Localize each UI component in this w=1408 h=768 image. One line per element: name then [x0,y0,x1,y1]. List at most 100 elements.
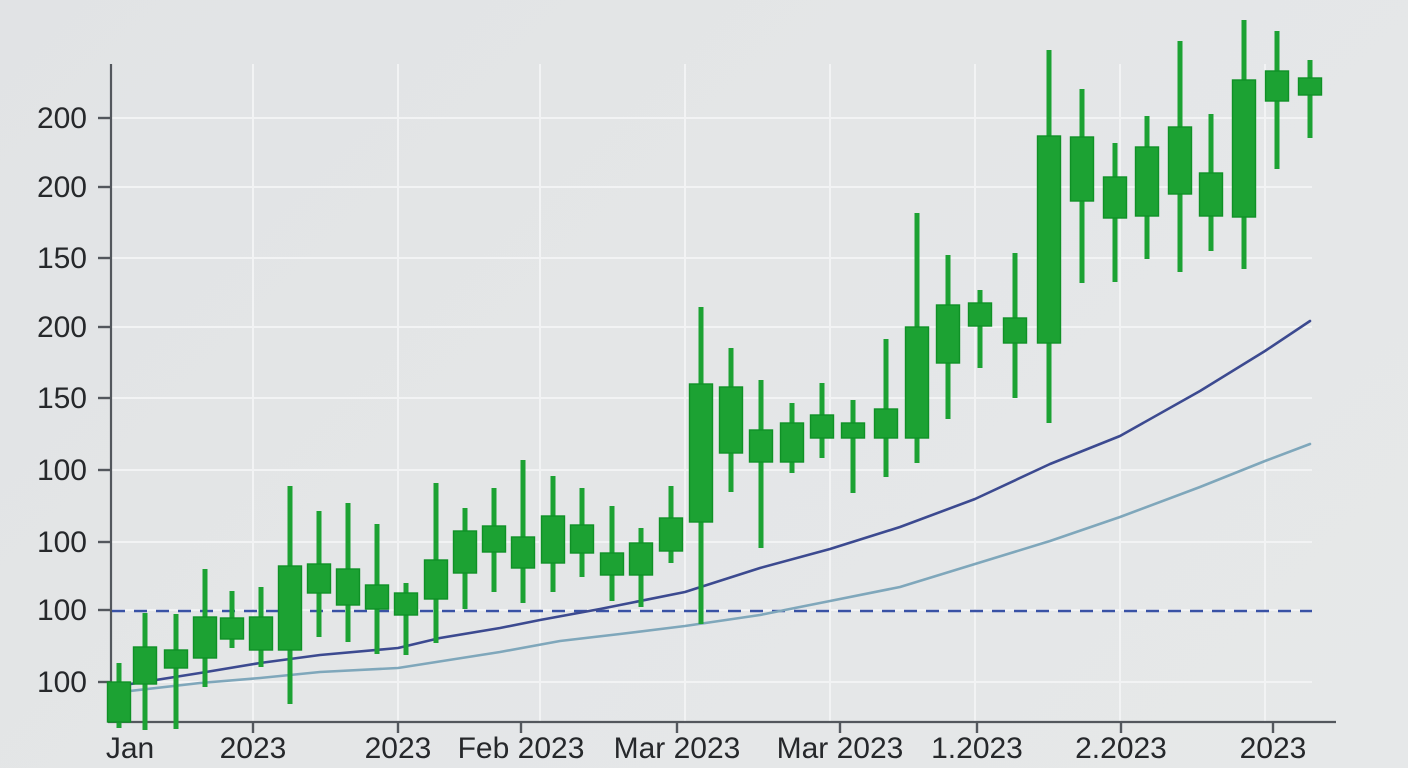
candle [1264,31,1290,169]
candle [364,524,390,654]
candle [569,488,595,577]
candle [748,380,774,548]
x-axis-label: Mar 2023 [614,732,741,765]
candle [192,569,218,687]
candle-body [904,326,930,439]
candle [248,587,274,667]
candle-body [1167,126,1193,195]
candle [132,613,158,730]
candle [481,488,507,592]
y-axis-label: 100 [37,526,87,559]
candle [219,591,245,648]
y-axis-label: 150 [37,242,87,275]
x-axis-label: Mar 2023 [777,732,904,765]
candle [718,348,744,492]
candle [510,460,536,603]
candle-body [873,408,899,439]
candle-body [840,422,866,439]
x-axis-label: 2.2023 [1075,732,1167,765]
candle [423,483,449,643]
candle-body [335,568,361,606]
candle-body [1102,176,1128,219]
y-axis-label: 100 [37,666,87,699]
candle-body [809,414,835,439]
candle-body [1069,136,1095,202]
candle-body [569,524,595,554]
candle [688,307,714,624]
candle [599,506,625,601]
candle [628,528,654,607]
candle-body [1036,135,1062,344]
candle-body [935,304,961,364]
y-axis-label: 150 [37,382,87,415]
candle [1036,50,1062,423]
candle-body [481,525,507,553]
candle [540,476,566,592]
candle [1002,253,1028,398]
candle-body [1231,79,1257,218]
candle [1167,41,1193,272]
candle [1231,20,1257,269]
candle-body [510,536,536,569]
candle [106,663,132,728]
x-axis-label: 2023 [365,732,432,765]
candle-body [779,422,805,463]
candle [658,486,684,563]
candle-body [748,429,774,463]
candle-body [106,681,132,723]
candle [873,339,899,477]
candle-body [306,563,332,594]
candle-body [1198,172,1224,217]
candle [393,583,419,655]
candle [779,403,805,473]
candle-body [364,584,390,610]
candle [335,503,361,642]
candle [1297,60,1323,138]
candle-body [192,616,218,659]
trend-line-lower-steel-curve [110,442,1312,695]
candle-body [1002,317,1028,344]
candle-body [658,517,684,552]
candle [809,383,835,458]
trend-line-upper-navy-curve [110,319,1312,689]
candle-body [423,559,449,600]
candle [935,255,961,419]
x-axis-label: 1.2023 [931,732,1023,765]
y-axis-label: 100 [37,454,87,487]
x-axis-label: Jan [106,732,154,765]
y-axis-label: 200 [37,311,87,344]
candle-body [967,302,993,327]
candle-body [277,565,303,651]
candle-body [219,617,245,640]
candle-body [688,383,714,523]
candle [967,290,993,368]
candles-group [106,20,1323,730]
candle [452,508,478,609]
candle-body [163,649,189,669]
candle [904,213,930,463]
candle-body [132,646,158,685]
candle [1134,116,1160,259]
y-axis-label: 100 [37,594,87,627]
x-axis-label: 2023 [220,732,287,765]
candle-body [628,542,654,576]
candle-body [393,592,419,616]
candle [1198,114,1224,251]
x-axis-label: 2023 [1240,732,1307,765]
candle [163,614,189,729]
y-axis-label: 200 [37,171,87,204]
candle [840,400,866,493]
candle [1102,143,1128,282]
candle-body [452,530,478,574]
y-axis-label: 200 [37,102,87,135]
axes-group: 200 200 150 200 150 100 100 100 100 Jan 2023 2023 Fe… [37,64,1336,765]
candle-body [599,552,625,576]
candle-body [540,515,566,564]
candle-body [1297,77,1323,96]
candle-body [718,386,744,454]
candle-body [248,616,274,651]
candle-body [1264,70,1290,102]
candle-body [1134,146,1160,217]
